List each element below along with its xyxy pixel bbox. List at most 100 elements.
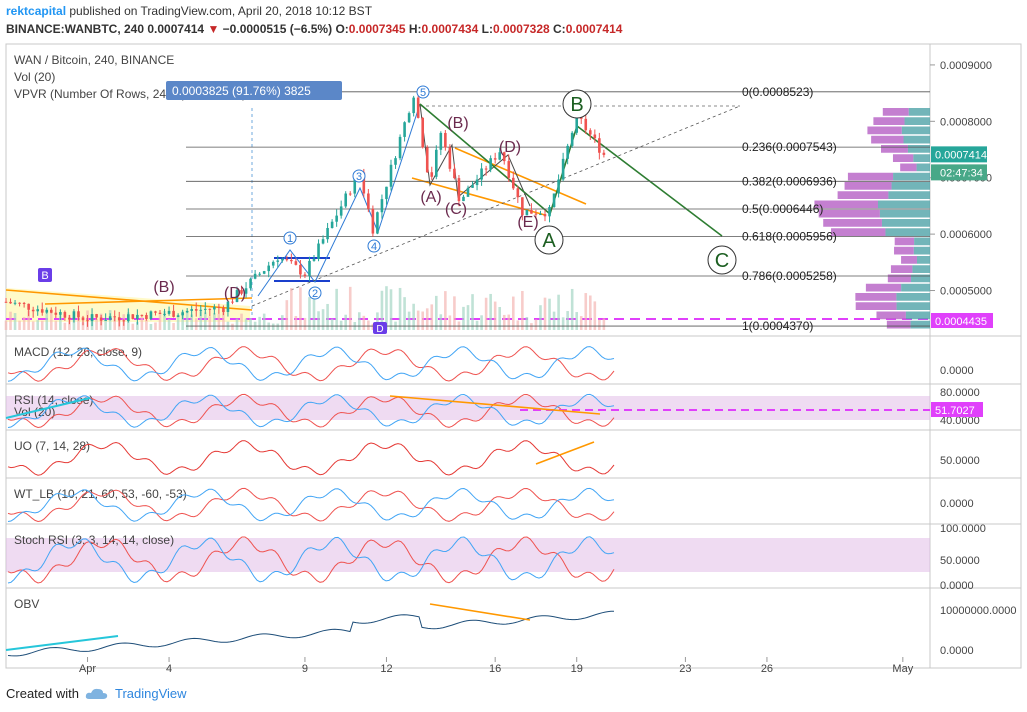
volume-bar — [407, 311, 411, 330]
candle-body — [584, 118, 588, 131]
volume-bar — [18, 320, 21, 330]
volume-bar — [136, 321, 139, 330]
volume-bar — [176, 315, 180, 330]
vpvr-down-bar — [886, 320, 911, 329]
correction-wave-4: (E) — [517, 214, 538, 231]
chart-canvas[interactable]: 0(0.0008523) 0.236(0.0007543) 0.382(0.0006… — [0, 40, 1027, 684]
volume-bar — [539, 305, 542, 330]
candle-body — [380, 199, 384, 213]
author-link[interactable]: rektcapital — [6, 4, 67, 18]
candle-body — [453, 168, 456, 179]
candle-body — [199, 309, 203, 311]
volume-bar — [570, 288, 574, 330]
volume-bar — [49, 311, 53, 330]
vpvr-up-bar — [908, 108, 930, 116]
fib-label-0.382: 0.382(0.0006936) — [742, 174, 837, 188]
volume-bar — [380, 290, 384, 330]
volume-bar — [185, 311, 189, 330]
time-tick-label: 16 — [489, 663, 501, 675]
candle-body — [561, 158, 565, 180]
candle-body — [575, 111, 579, 133]
candle-body — [353, 177, 357, 194]
impulse-wave-3-circle — [352, 169, 366, 183]
current-price-label: 0.0007414 — [935, 149, 987, 161]
volume-bar — [285, 300, 289, 330]
pane-tick-rsi: 40.0000 — [940, 415, 980, 427]
candle-body — [294, 261, 298, 265]
symbol-label: BINANCE:WANBTC, 240 — [6, 22, 145, 36]
candle-body — [389, 164, 393, 187]
pane-tick-obv: 10000000.0000 — [940, 605, 1016, 617]
candle-body — [471, 185, 474, 188]
volume-bar — [36, 320, 40, 330]
volume-bar — [22, 317, 26, 330]
impulse-wave-4-circle — [367, 239, 381, 253]
vpvr-down-bar — [814, 200, 878, 209]
time-tick-label: 4 — [166, 663, 172, 675]
vpvr-up-bar — [881, 219, 930, 227]
candle-body — [77, 311, 80, 318]
vpvr-up-bar — [916, 163, 930, 172]
volume-bar — [453, 296, 456, 330]
countdown-badge — [931, 164, 987, 181]
volume-bar — [203, 312, 207, 330]
impulse-wave-2-circle — [308, 286, 322, 300]
volume-bar — [299, 287, 302, 330]
candle-body — [588, 130, 592, 135]
candle-body — [194, 309, 198, 311]
volume-bar — [344, 314, 348, 330]
candle-body — [403, 122, 406, 137]
pane-label-wt: WT_LB (10, 21, 60, 53, -60, -53) — [14, 487, 187, 501]
pane-tick-stoch: 50.0000 — [940, 555, 980, 567]
volume-bar — [335, 288, 338, 330]
volume-bar — [258, 316, 261, 330]
volume-bar — [444, 291, 447, 330]
candle-body — [276, 260, 280, 262]
left-wave-1: (D) — [224, 285, 246, 302]
candle-body — [317, 243, 320, 259]
impulse-wave-5-circle — [416, 85, 430, 99]
candle-body — [117, 317, 121, 321]
candle-body — [598, 138, 601, 153]
volume-bar — [145, 319, 148, 330]
volume-bar — [9, 311, 12, 330]
volume-bar — [561, 317, 565, 330]
candle-body — [493, 158, 497, 160]
pane-label-macd: MACD (12, 26, close, 9) — [14, 345, 142, 359]
volume-bar — [566, 311, 569, 330]
volume-bar — [262, 313, 266, 330]
vpvr-down-bar — [818, 209, 880, 218]
volume-bar — [194, 318, 198, 330]
volume-bar — [59, 314, 62, 330]
candle-body — [95, 314, 98, 318]
vpvr-down-bar — [900, 163, 917, 172]
candle-body — [299, 264, 302, 275]
pane-line-macd — [7, 346, 615, 382]
high-value: 0.0007434 — [421, 22, 479, 36]
correction-wave-2: (C) — [445, 201, 467, 218]
candle-body — [548, 206, 551, 217]
candle-body — [530, 209, 533, 214]
volume-bar — [172, 323, 175, 330]
footer-brand[interactable]: TradingView — [114, 686, 187, 701]
candle-body — [267, 265, 271, 272]
pane-line-rsi — [7, 393, 615, 428]
volume-bar — [593, 301, 597, 330]
candle-body — [543, 214, 547, 217]
pane-tick-uo: 50.0000 — [940, 455, 980, 467]
tradingview-cloud-icon — [85, 688, 108, 699]
vpvr-up-bar — [879, 209, 930, 218]
candle-body — [525, 209, 529, 216]
correction-wave-3: (D) — [499, 139, 521, 156]
candle-body — [140, 314, 144, 316]
candle-body — [262, 271, 266, 274]
volume-bar — [430, 304, 434, 330]
volume-bar — [425, 308, 429, 330]
candle-body — [22, 303, 26, 305]
left-wave-b-badge — [38, 268, 52, 282]
pane-tick-stoch: 0.0000 — [940, 580, 974, 592]
candle-body — [172, 310, 175, 317]
candle-body — [31, 309, 35, 312]
current-price-badge — [931, 146, 987, 163]
candle-body — [511, 177, 515, 189]
